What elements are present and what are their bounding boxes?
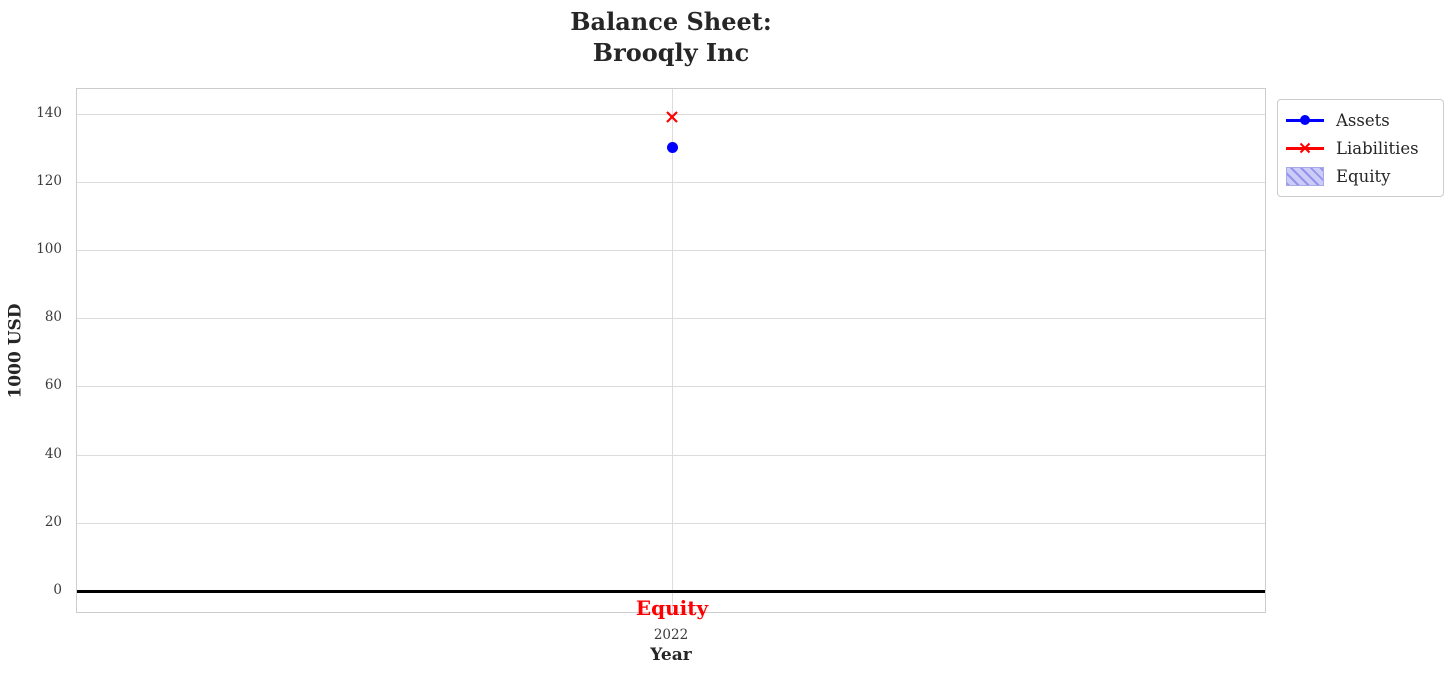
y-tick-label-140: 140 [36,104,62,121]
zero-line [77,589,1265,593]
legend-item-assets: Assets [1286,106,1435,134]
h-gridline-80 [77,318,1265,320]
h-gridline-120 [77,182,1265,183]
y-axis-ticks: 0 20 40 60 80 100 120 140 [0,88,68,613]
circle-marker-icon [1300,115,1310,125]
x-marker-icon [1299,139,1311,158]
y-tick-label-80: 80 [44,309,62,326]
y-tick-label-40: 40 [44,445,62,462]
y-tick-label-60: 60 [44,377,62,394]
y-tick-label-100: 100 [36,241,62,258]
chart-title-line2: Brooqly Inc [592,38,750,67]
x-axis-label: Year [650,645,692,665]
chart-title: Balance Sheet: Brooqly Inc [76,6,1266,68]
legend: Assets Liabilities Equity [1277,99,1444,197]
v-gridline-2022 [672,89,673,612]
x-axis-ticks: 2022 [76,627,1266,643]
legend-swatch-liabilities [1286,139,1324,158]
legend-label-assets: Assets [1336,110,1390,130]
legend-label-liabilities: Liabilities [1336,138,1419,158]
legend-swatch-assets [1286,111,1324,130]
chart-title-line1: Balance Sheet: [570,7,772,36]
h-gridline-40 [77,454,1265,456]
equity-annotation: Equity [635,595,709,620]
legend-item-equity: Equity [1286,162,1435,190]
h-gridline-20 [77,522,1265,524]
plot-area: Equity [76,88,1266,620]
y-tick-label-120: 120 [36,173,62,189]
assets-marker [666,142,678,154]
legend-item-liabilities: Liabilities [1286,134,1435,162]
x-tick-label: 2022 [653,627,689,643]
hatched-patch-icon [1286,166,1324,186]
y-tick-label-0: 0 [53,581,62,598]
y-tick-label-20: 20 [44,513,62,530]
legend-label-equity: Equity [1336,166,1391,186]
h-gridline-100 [77,250,1265,252]
x-marker-icon [666,111,678,123]
liabilities-marker [666,108,678,127]
h-gridline-60 [77,386,1265,388]
